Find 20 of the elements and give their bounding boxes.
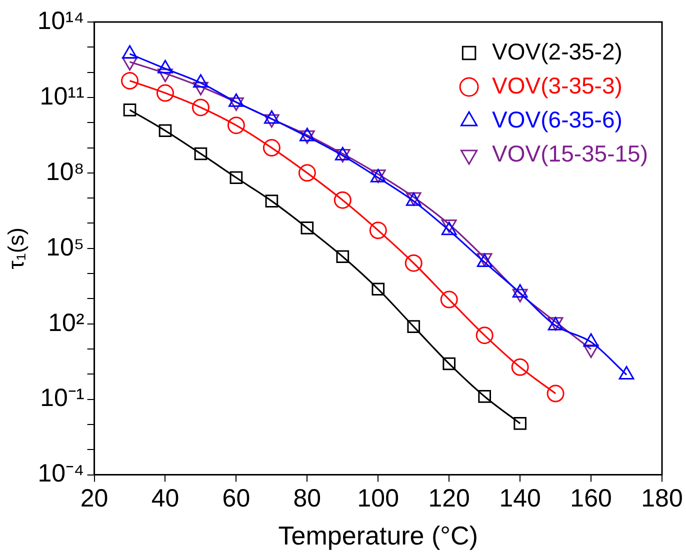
x-tick-label: 40 bbox=[151, 484, 180, 513]
y-tick-label: 10⁸ bbox=[46, 158, 84, 186]
y-tick-label: 10¹¹ bbox=[40, 82, 84, 110]
x-tick-label: 180 bbox=[641, 484, 683, 513]
y-tick-label: 10¹⁴ bbox=[37, 6, 84, 35]
legend-label: VOV(2-35-2) bbox=[492, 38, 622, 64]
x-tick-label: 60 bbox=[222, 484, 250, 513]
legend-label: VOV(6-35-6) bbox=[492, 106, 622, 132]
y-axis-title: τ₁(s) bbox=[3, 228, 28, 270]
y-tick-label: 10⁻¹ bbox=[40, 384, 84, 412]
x-tick-label: 140 bbox=[499, 484, 541, 513]
x-tick-label: 120 bbox=[428, 484, 470, 513]
y-tick-label: 10⁵ bbox=[46, 233, 84, 262]
legend-label: VOV(15-35-15) bbox=[492, 140, 648, 166]
x-tick-label: 100 bbox=[357, 484, 399, 513]
x-axis-title: Temperature (°C) bbox=[278, 520, 478, 551]
y-tick-label: 10² bbox=[48, 308, 84, 337]
legend-label: VOV(3-35-3) bbox=[492, 72, 622, 98]
x-tick-label: 80 bbox=[293, 484, 322, 513]
x-tick-label: 160 bbox=[570, 484, 612, 513]
